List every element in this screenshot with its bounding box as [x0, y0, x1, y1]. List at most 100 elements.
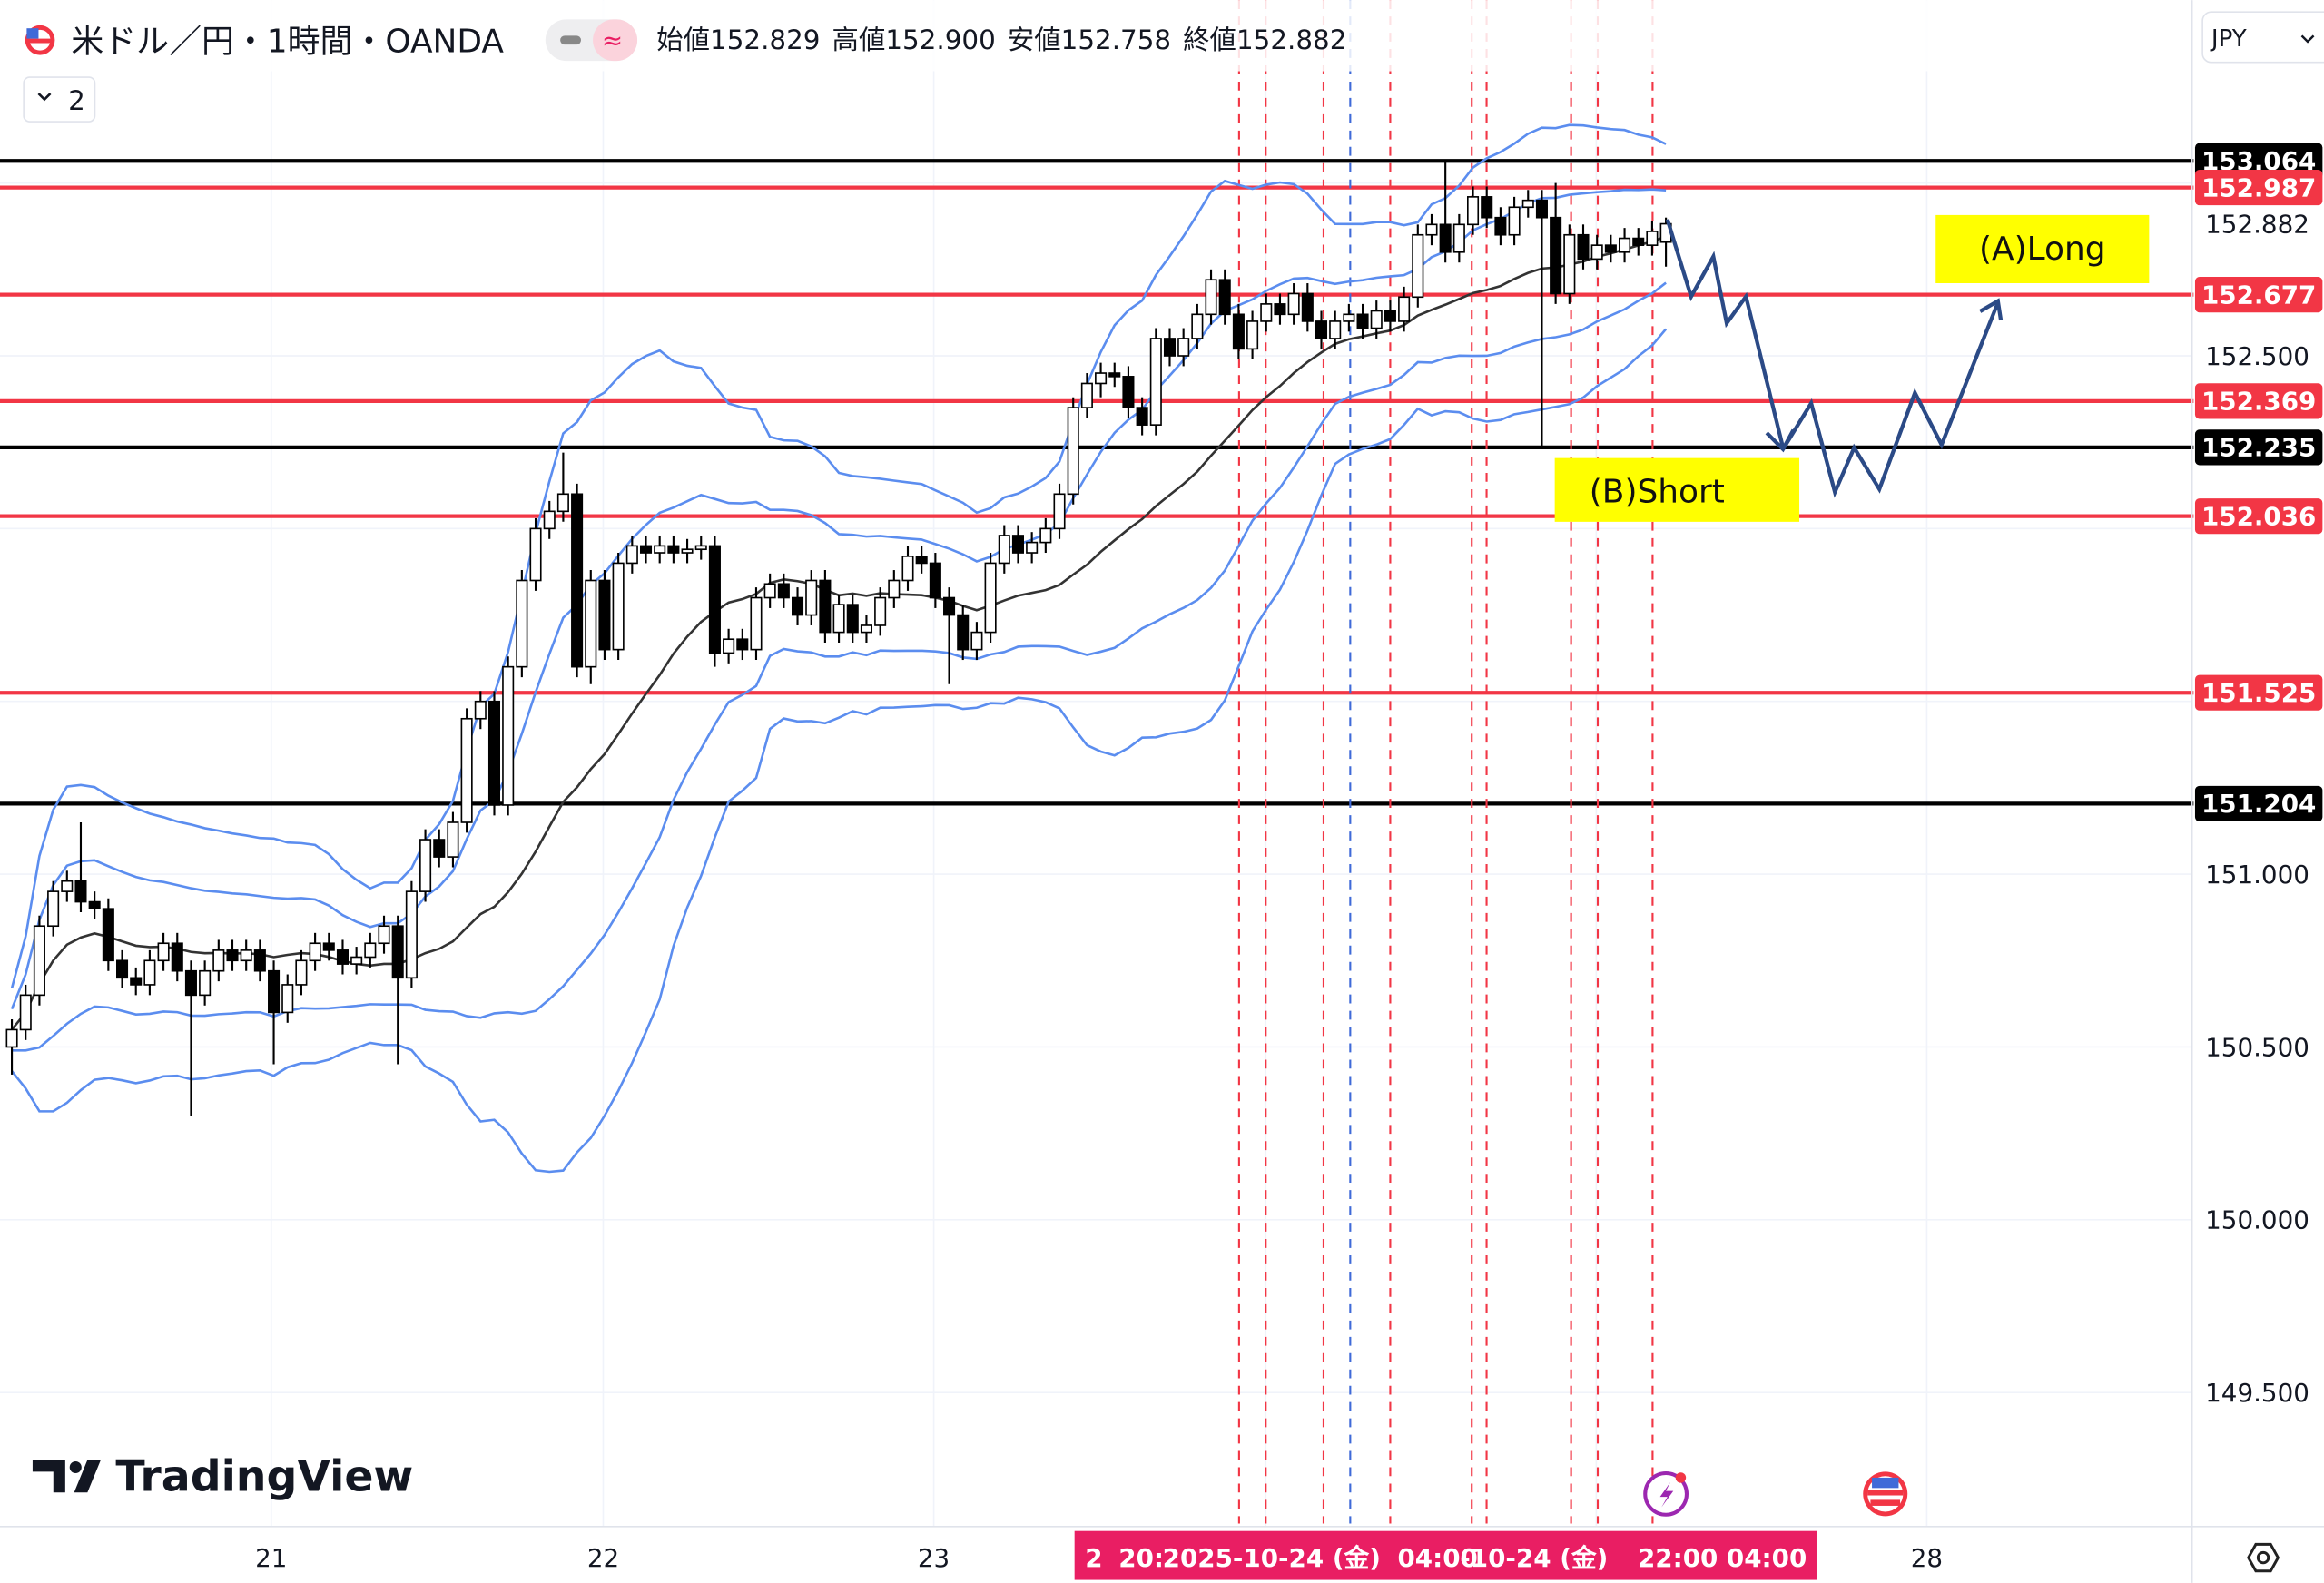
candle-up: [1067, 407, 1079, 496]
candle-up: [612, 562, 625, 651]
lightning-event-icon[interactable]: [1643, 1470, 1689, 1517]
chevron-down-icon: [37, 93, 52, 102]
candle-up: [1260, 303, 1273, 322]
time-axis[interactable]: 21 22 23 28: [255, 1543, 1943, 1573]
scenario-arrows[interactable]: [1665, 219, 2004, 498]
candle-up: [970, 631, 983, 651]
header-bg: [0, 0, 2191, 72]
price-line-labels: 153.064152.987152.677152.369152.235152.0…: [2194, 143, 2323, 822]
candle-up: [1287, 292, 1300, 316]
candle-up: [1205, 279, 1217, 316]
candle-down: [253, 949, 266, 972]
candle-up: [1425, 223, 1438, 236]
arrow-path-long[interactable]: [1781, 301, 2000, 498]
candle-up: [1039, 527, 1052, 544]
us-flag-event-icon[interactable]: [1863, 1471, 1908, 1517]
candle-up: [460, 717, 473, 823]
candle-down: [171, 942, 183, 972]
candle-up: [529, 527, 542, 582]
candle-up: [832, 604, 845, 634]
candle-up: [1646, 231, 1659, 246]
indicator-count: 2: [68, 85, 85, 116]
price-line-label-bg: [2194, 498, 2323, 535]
indicator-toggle[interactable]: ≈: [545, 19, 638, 62]
candle-up: [1466, 196, 1480, 226]
price-line-label: 152.369: [2201, 387, 2316, 417]
label-long[interactable]: (A)Long: [1935, 214, 2150, 283]
candle-up: [1246, 320, 1259, 350]
candle-down: [102, 908, 114, 962]
time-highlight-label: 2: [1085, 1543, 1102, 1573]
candle-down: [1274, 303, 1286, 316]
price-line-label-bg: [2194, 383, 2323, 419]
candle-up: [1370, 310, 1383, 329]
candle-up: [625, 545, 638, 565]
candle-up: [1508, 206, 1521, 236]
candle-up: [447, 821, 459, 858]
candle-up: [516, 579, 528, 668]
candle-down: [1011, 535, 1025, 554]
candle-down: [819, 579, 832, 634]
symbol-title[interactable]: 米ドル／円・1時間・OANDA: [71, 23, 504, 60]
time-highlight-label: 2025-10-24 (金): [1163, 1543, 1381, 1573]
time-highlight-label: 20:: [1118, 1543, 1164, 1573]
arrow-path-short[interactable]: [1665, 219, 1786, 448]
bb-lower-1: [12, 281, 1667, 1052]
candle-down: [268, 969, 281, 1014]
candle-down: [130, 977, 143, 986]
candle-down: [1356, 313, 1369, 329]
price-axis[interactable]: 152.882 152.500 151.000 150.500 150.000 149.5…: [2205, 209, 2309, 1408]
price-line-label: 151.204: [2201, 789, 2316, 819]
candle-down: [708, 545, 721, 654]
candle-up: [1177, 338, 1190, 357]
price-line-label-bg: [2194, 277, 2323, 313]
currency-dropdown[interactable]: JPY: [2201, 11, 2324, 64]
candle-down: [957, 614, 970, 651]
tradingview-logo[interactable]: TradingView: [32, 1452, 413, 1502]
bb-lower-2: [11, 328, 1668, 1174]
candle-up: [1053, 493, 1066, 530]
candle-down: [667, 545, 680, 554]
price-line-label-bg: [2194, 674, 2323, 711]
price-tick-label: 151.000: [2205, 860, 2309, 890]
candle-up: [1412, 233, 1424, 299]
label-short[interactable]: (B)Short: [1554, 457, 1800, 522]
candle-up: [364, 942, 377, 959]
bb-upper-2: [10, 123, 1667, 989]
candle-down: [226, 949, 239, 962]
candle-up: [1398, 296, 1411, 322]
candle-up: [1095, 372, 1108, 385]
candle-up: [723, 638, 735, 654]
candle-down: [1136, 407, 1148, 426]
candle-up: [419, 839, 432, 892]
price-line-label: 152.235: [2201, 433, 2316, 463]
price-line-label: 152.677: [2201, 280, 2316, 310]
candle-up: [860, 624, 872, 634]
candle-down: [1301, 292, 1314, 322]
candle-up: [157, 942, 170, 962]
candle-up: [295, 959, 308, 986]
candles: [5, 162, 1672, 1116]
candle-up: [998, 535, 1010, 565]
candle-down: [598, 579, 611, 651]
candle-down: [571, 493, 584, 668]
candle-down: [929, 562, 941, 599]
candle-up: [874, 596, 887, 626]
candle-down: [1632, 237, 1645, 246]
candle-up: [309, 942, 321, 962]
collapse-indicators-button[interactable]: 2: [23, 76, 96, 123]
candle-up: [1521, 199, 1534, 209]
candle-down: [184, 969, 197, 997]
time-highlight-labels: 2 20:2025-10-24 (金) 04:00-10-24 (金) 22:00 04…: [1085, 1543, 1807, 1573]
candle-up: [1026, 541, 1039, 554]
settings-icon[interactable]: [2247, 1542, 2280, 1573]
candle-down: [1163, 338, 1177, 357]
candle-down: [1384, 310, 1396, 322]
price-line-label-bg: [2194, 429, 2323, 466]
horizontal-lines[interactable]: [0, 159, 2194, 806]
candle-down: [846, 604, 859, 634]
candle-up: [281, 984, 294, 1014]
candle-down: [1550, 216, 1562, 295]
price-line-label: 151.525: [2201, 678, 2316, 708]
